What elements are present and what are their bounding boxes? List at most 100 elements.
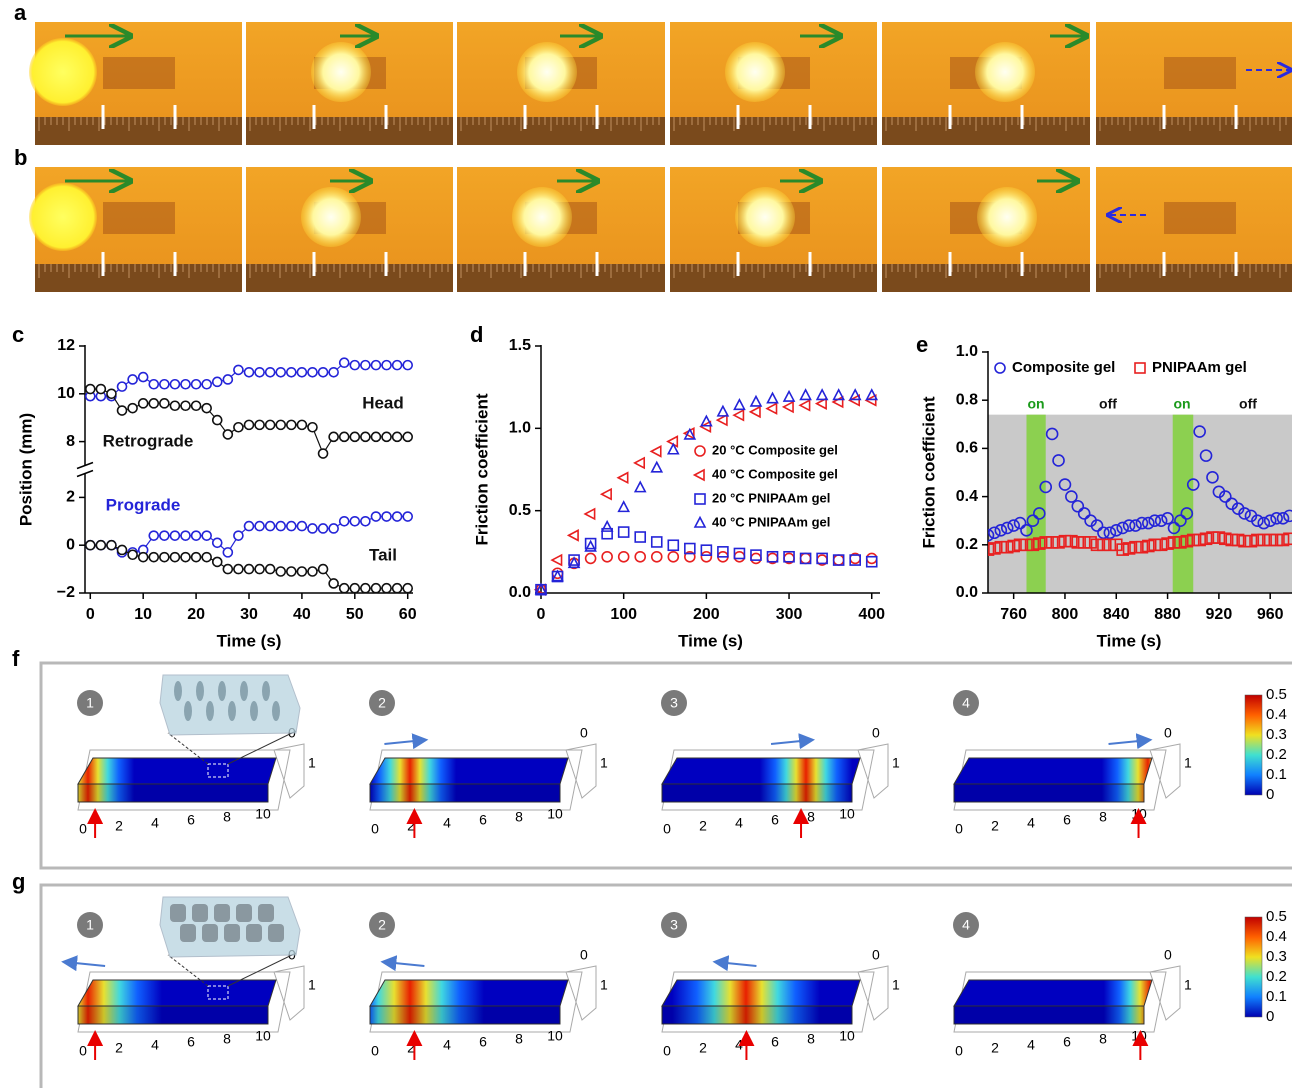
marker [1218,532,1232,546]
marker [370,582,382,594]
inset-pore [214,904,230,922]
ruler [35,264,242,292]
marker [1077,536,1091,549]
step-number: 3 [670,695,678,711]
marker [699,420,712,434]
annotation: Retrograde [103,431,194,450]
marker [275,366,287,378]
step-number: 2 [378,917,386,933]
step-badge [369,912,395,938]
x-tick-label: 0 [537,606,546,623]
annotation: Head [362,393,404,412]
marker [566,529,579,542]
marker [750,552,762,565]
annotation: on [1027,396,1044,412]
y-axis-label: Friction coefficient [919,396,938,548]
slab-shade [78,1006,268,1024]
marker [1045,427,1059,441]
marker [1129,519,1142,532]
marker [137,551,149,563]
panel-label: g [12,869,25,894]
marker [233,563,244,575]
marker [180,378,191,390]
marker [1186,533,1200,547]
marker [1154,514,1168,528]
marker [169,530,181,541]
marker [765,402,778,415]
x-axis-label: Time (s) [217,631,282,650]
x-tick-label: 840 [1103,606,1130,623]
legend-marker [1134,362,1146,374]
marker [233,530,244,541]
marker [994,524,1008,537]
x-tick-label: 0 [86,606,95,623]
marker [296,566,308,577]
marker [584,539,597,552]
marker [148,530,160,541]
marker [169,378,181,390]
axis-tick-label: 0 [955,821,963,837]
marker [338,582,350,594]
marker [865,388,879,401]
ruler [1096,264,1292,292]
marker [402,511,414,522]
ruler [882,264,1090,292]
marker [307,366,318,378]
marker [1161,511,1174,525]
slab-front [77,1005,269,1025]
marker [317,523,329,534]
step-badge [369,690,395,716]
axis-tick-label: 8 [515,1031,523,1047]
marker [391,359,403,371]
axis-tick-label: 0 [79,821,87,837]
marker [1033,537,1046,550]
marker [1000,540,1014,554]
inset-pore [192,904,208,922]
inset-pore [246,924,262,942]
marker [254,366,265,378]
colorbar-label: 0.2 [1266,746,1287,763]
axis-tick-label: 8 [1099,1031,1107,1047]
step-number: 1 [86,695,94,711]
marker [381,359,392,371]
marker [84,383,96,395]
legend-label: 40 °C PNIPAAm gel [712,514,830,529]
marker [749,394,763,407]
gel [103,57,175,89]
on-band [1026,414,1046,593]
marker [1084,536,1097,549]
y-tick-label: 1.0 [509,420,531,437]
marker [1231,533,1245,547]
marker [211,537,223,549]
marker [988,526,1001,540]
marker [190,530,202,541]
marker [1180,507,1194,520]
marker [190,400,202,412]
marker [1026,514,1040,528]
colorbar-label: 0 [1266,786,1274,803]
colorbar-label: 0.5 [1266,908,1287,925]
marker [1212,531,1226,544]
slab-shade [954,1006,1144,1024]
annotation: Tail [369,545,397,564]
x-tick-label: 30 [240,606,258,623]
marker [1039,480,1053,494]
marker [1148,514,1162,528]
marker [1039,536,1053,549]
marker [243,520,255,532]
marker [116,544,128,556]
slab-top [661,979,861,1007]
marker [169,400,181,412]
marker [599,487,612,501]
y-tick-label: 1.0 [956,343,978,360]
y-tick-label: 0.2 [956,536,978,553]
axis-tick-label: 4 [1027,815,1035,831]
axis-tick-label: 0 [663,821,671,837]
x-tick-label: 100 [610,606,637,623]
inset-pore [250,701,258,721]
marker [381,582,392,594]
marker [349,582,361,594]
axis-tick-label: 2 [407,818,415,834]
wireframe [565,743,597,799]
marker [1206,471,1219,484]
